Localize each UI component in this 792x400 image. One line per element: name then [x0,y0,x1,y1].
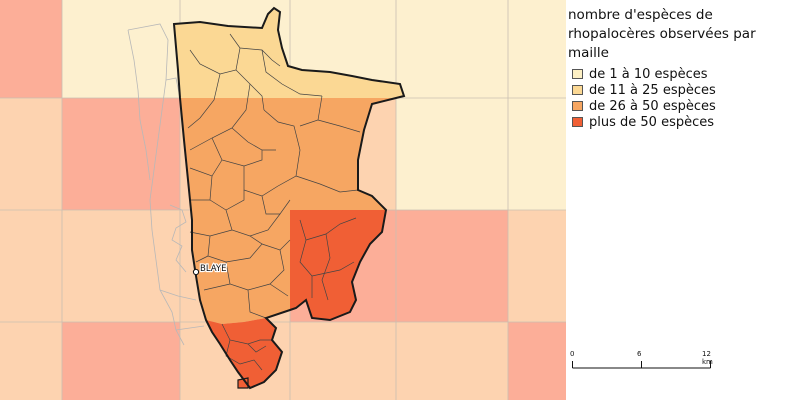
legend-item: plus de 50 espèces [572,114,714,130]
map[interactable]: BLAYE [0,0,566,400]
commune-boundaries [187,33,361,371]
grid-cell [0,0,62,98]
city-marker [192,268,200,276]
grid-cell [396,0,508,98]
grid-cell [396,322,508,400]
legend-label: de 11 à 25 espèces [589,82,716,98]
grid-cell [508,322,566,400]
grid-cell [396,210,508,322]
scale-tick-label: 0 [570,350,575,358]
legend-item: de 26 à 50 espèces [572,98,716,114]
grid-cell [290,322,396,400]
grid-cell [396,98,508,210]
grid-cell [508,0,566,98]
grid-cell [508,210,566,322]
legend-label: de 1 à 10 espèces [589,66,708,82]
study-area-outline [172,6,406,390]
grid-cell [0,322,62,400]
city-label: BLAYE [200,264,226,274]
legend-title: nombre d'espèces de rhopalocères observé… [568,7,756,61]
scale-bar: 0 6 12 km [570,350,722,380]
zone-26-50 [180,98,396,324]
grid-cell [62,322,180,400]
legend-swatch [572,69,583,79]
scale-tick-label: 6 [637,350,642,358]
legend: nombre d'espèces de rhopalocères observé… [566,0,792,400]
legend-item: de 11 à 25 espèces [572,82,716,98]
grid-cell [0,98,62,210]
neighbor-communes [127,23,205,346]
legend-item: de 1 à 10 espèces [572,66,708,82]
grid-cell [508,98,566,210]
grid-cell [62,210,180,322]
scale-tick-label: 12 km [702,350,713,366]
island-outline [237,377,249,389]
grid-cell [62,0,180,98]
zone-50-plus-south [206,318,282,388]
legend-label: plus de 50 espèces [589,114,715,130]
scale-bar-graphic [572,361,711,369]
legend-swatch [572,101,583,111]
grid-cell [0,210,62,322]
grid-cell [62,98,180,210]
legend-label: de 26 à 50 espèces [589,98,716,114]
legend-swatch [572,117,583,127]
legend-swatch [572,85,583,95]
